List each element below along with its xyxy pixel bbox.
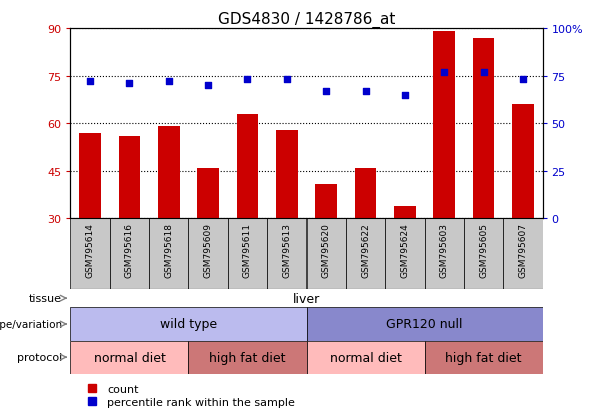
Bar bbox=[189, 219, 228, 289]
Text: GSM795614: GSM795614 bbox=[86, 222, 94, 277]
Point bbox=[204, 83, 213, 89]
Bar bbox=[158, 127, 180, 219]
Text: GSM795603: GSM795603 bbox=[440, 222, 449, 277]
Bar bbox=[70, 308, 306, 341]
Text: GSM795624: GSM795624 bbox=[400, 222, 409, 277]
Point bbox=[321, 88, 331, 95]
Bar bbox=[237, 114, 258, 219]
Text: normal diet: normal diet bbox=[330, 351, 402, 364]
Bar bbox=[503, 219, 543, 289]
Point bbox=[440, 69, 449, 76]
Bar bbox=[433, 32, 455, 219]
Bar bbox=[394, 206, 416, 219]
Point bbox=[518, 77, 528, 83]
Text: genotype/variation: genotype/variation bbox=[0, 319, 62, 329]
Text: GSM795618: GSM795618 bbox=[164, 222, 173, 277]
Text: protocol: protocol bbox=[17, 352, 62, 362]
Text: wild type: wild type bbox=[160, 318, 217, 331]
Text: GSM795605: GSM795605 bbox=[479, 222, 488, 277]
Bar bbox=[70, 219, 110, 289]
Bar bbox=[424, 341, 543, 374]
Bar bbox=[306, 219, 346, 289]
Bar bbox=[424, 219, 464, 289]
Text: high fat diet: high fat diet bbox=[209, 351, 286, 364]
Point bbox=[124, 81, 134, 87]
Bar bbox=[464, 219, 503, 289]
Text: high fat diet: high fat diet bbox=[445, 351, 522, 364]
Point bbox=[243, 77, 253, 83]
Bar bbox=[119, 137, 140, 219]
Bar bbox=[385, 219, 424, 289]
Title: GDS4830 / 1428786_at: GDS4830 / 1428786_at bbox=[218, 12, 395, 28]
Text: GSM795609: GSM795609 bbox=[204, 222, 213, 277]
Bar bbox=[189, 341, 306, 374]
Bar bbox=[197, 168, 219, 219]
Bar bbox=[315, 184, 337, 219]
Bar bbox=[473, 38, 494, 219]
Bar bbox=[267, 219, 306, 289]
Point bbox=[479, 69, 489, 76]
Point bbox=[360, 88, 370, 95]
Point bbox=[282, 77, 292, 83]
Bar bbox=[355, 168, 376, 219]
Text: GSM795611: GSM795611 bbox=[243, 222, 252, 277]
Text: GPR120 null: GPR120 null bbox=[386, 318, 463, 331]
Bar bbox=[79, 133, 101, 219]
Bar bbox=[306, 341, 424, 374]
Legend: count, percentile rank within the sample: count, percentile rank within the sample bbox=[76, 379, 300, 411]
Text: GSM795613: GSM795613 bbox=[283, 222, 291, 277]
Text: GSM795620: GSM795620 bbox=[322, 222, 330, 277]
Text: normal diet: normal diet bbox=[94, 351, 166, 364]
Point bbox=[85, 79, 95, 85]
Text: GSM795616: GSM795616 bbox=[125, 222, 134, 277]
Point bbox=[164, 79, 173, 85]
Bar bbox=[346, 219, 385, 289]
Bar bbox=[276, 130, 298, 219]
Point bbox=[400, 92, 409, 99]
Text: tissue: tissue bbox=[29, 293, 62, 304]
Bar bbox=[228, 219, 267, 289]
Text: GSM795622: GSM795622 bbox=[361, 222, 370, 277]
Bar bbox=[149, 219, 189, 289]
Bar bbox=[70, 341, 189, 374]
Bar bbox=[110, 219, 149, 289]
Text: GSM795607: GSM795607 bbox=[519, 222, 527, 277]
Bar bbox=[512, 105, 534, 219]
Bar bbox=[306, 308, 543, 341]
Text: liver: liver bbox=[293, 292, 320, 305]
